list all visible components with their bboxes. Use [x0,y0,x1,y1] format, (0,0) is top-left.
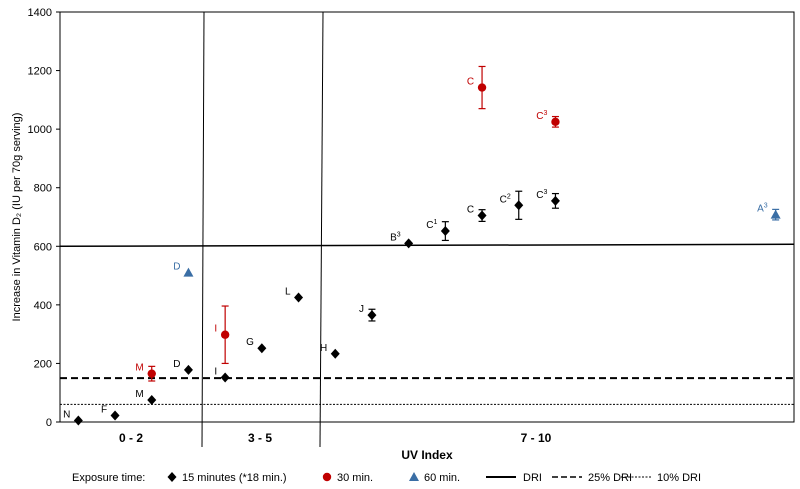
legend-label: 60 min. [424,472,460,484]
data-point-15min [220,372,230,383]
legend-marker-30min [322,472,332,482]
y-tick-label: 400 [34,300,52,312]
x-axis-title: UV Index [401,448,453,462]
point-label: C2 [500,193,511,205]
data-point-15min [147,395,157,406]
legend-label: 15 minutes (*18 min.) [182,472,287,484]
point-label: C3 [536,189,547,201]
y-tick-label: 1000 [28,124,52,136]
legend-label: 25% DRI [588,472,632,484]
data-point-15min [330,348,340,359]
data-point-15min [183,364,193,375]
data-point-15min [514,200,524,211]
legend-label: DRI [523,472,542,484]
point-label: D [173,359,180,370]
legend-label: 10% DRI [657,472,701,484]
point-label: C [467,205,474,216]
data-point-15min [550,195,560,206]
data-point-30min [551,117,560,127]
data-point-15min [404,238,414,249]
point-label: I [214,366,217,377]
data-point-30min [477,83,487,92]
group-label: 0 - 2 [119,431,143,445]
point-label: B3 [390,231,401,243]
legend-label: 30 min. [337,472,373,484]
point-label: N [63,410,70,421]
data-point-30min [220,330,230,339]
point-label: C3 [536,110,547,122]
data-point-15min [73,415,83,426]
legend-marker-15min [167,472,177,482]
data-point-15min [367,310,377,321]
point-label: F [101,405,107,416]
data-point-15min [294,292,304,303]
point-label: H [320,343,327,354]
data-point-15min [477,210,487,221]
group-label: 3 - 5 [248,431,272,445]
data-point-30min [147,369,156,378]
y-tick-label: 1400 [28,7,52,19]
reference-line-dri [59,243,795,248]
point-label: M [135,363,143,374]
point-label: C [467,77,474,88]
group-divider [319,11,324,448]
point-label: G [246,337,254,348]
legend-title: Exposure time: [72,472,145,484]
point-label: L [285,287,291,298]
point-label: A3 [757,203,768,215]
point-label: M [135,389,143,400]
point-label: D [173,262,180,273]
y-tick-label: 600 [34,241,52,253]
point-label: I [214,324,217,335]
y-tick-label: 0 [46,417,52,429]
data-point-60min [770,209,781,219]
legend-marker-60min [409,472,419,481]
y-tick-label: 800 [34,183,52,195]
data-point-60min [183,267,194,277]
data-point-15min [257,343,267,354]
group-divider [201,11,205,448]
point-label: J [359,304,364,315]
group-label: 7 - 10 [521,431,552,445]
plot-frame [59,11,795,423]
data-point-15min [110,410,120,421]
y-axis-title: Increase in Vitamin D₂ (IU per 70g servi… [11,113,23,322]
data-point-15min [440,226,450,237]
y-tick-label: 200 [34,358,52,370]
point-label: C1 [426,219,437,231]
y-tick-label: 1200 [28,66,52,78]
